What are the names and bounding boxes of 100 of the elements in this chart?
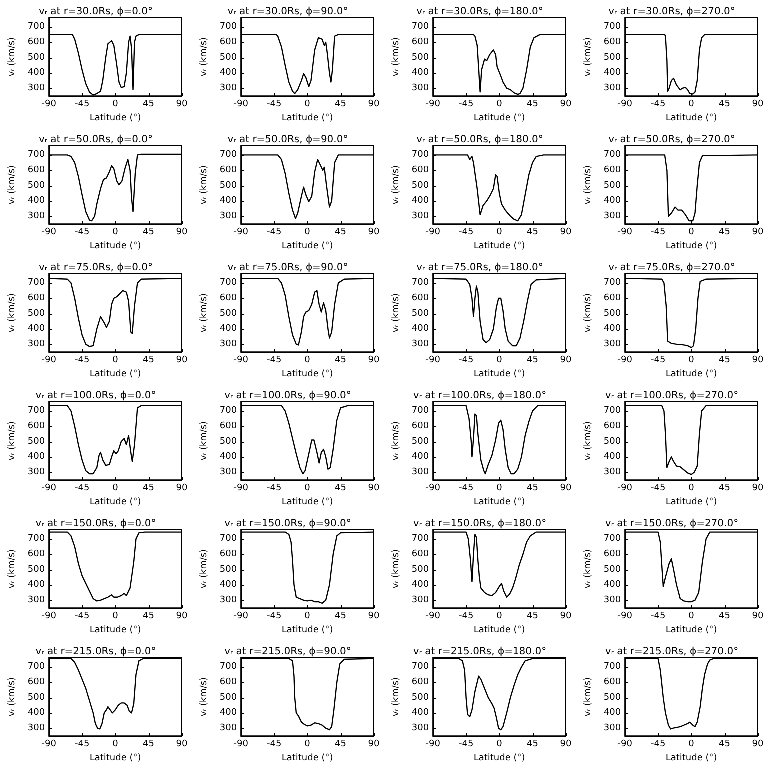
x-tick-label: 0: [304, 100, 311, 110]
x-tick-label: -90: [426, 740, 441, 750]
x-tick-label: -90: [42, 740, 57, 750]
x-tick-label: 90: [176, 100, 188, 110]
x-tick-label: -90: [234, 228, 249, 238]
y-tick-label: 600: [412, 38, 430, 48]
y-tick-label: 300: [412, 467, 430, 478]
chart-title: vᵣ at r=100.0Rs, ϕ=90.0°: [224, 390, 352, 402]
x-tick-label: -90: [426, 484, 441, 494]
x-tick-label: 0: [112, 356, 119, 366]
y-axis-title: vᵣ (km/s): [584, 421, 594, 461]
chart-title: vᵣ at r=50.0Rs, ϕ=180.0°: [416, 134, 544, 146]
y-tick-label: 300: [220, 211, 238, 222]
x-tick-label: 45: [527, 612, 538, 622]
x-tick-label: 90: [752, 484, 764, 494]
x-tick-label: 45: [719, 484, 730, 494]
y-tick-label: 600: [604, 678, 622, 688]
x-tick-label: -90: [618, 228, 633, 238]
x-tick-label: -90: [618, 740, 633, 750]
y-tick-label: 600: [604, 294, 622, 304]
y-axis-title: vᵣ (km/s): [8, 165, 18, 205]
x-tick-label: -90: [234, 484, 249, 494]
x-axis-title: Latitude (°): [282, 242, 334, 252]
chart-title: vᵣ at r=30.0Rs, ϕ=90.0°: [228, 6, 348, 18]
y-tick-label: 500: [28, 180, 46, 191]
x-tick-label: 90: [560, 484, 572, 494]
y-axis-title: vᵣ (km/s): [200, 165, 210, 205]
y-tick-label: 700: [604, 406, 622, 416]
x-axis-title: Latitude (°): [90, 498, 142, 508]
x-tick-label: -45: [650, 740, 666, 750]
y-axis-title: vᵣ (km/s): [584, 165, 594, 205]
y-axis-title: vᵣ (km/s): [8, 421, 18, 461]
x-tick-label: -45: [74, 228, 90, 238]
x-tick-label: 90: [752, 356, 764, 366]
y-tick-label: 500: [28, 692, 46, 703]
y-tick-label: 300: [28, 467, 46, 478]
y-axis-title: vᵣ (km/s): [200, 293, 210, 333]
x-tick-label: -90: [426, 228, 441, 238]
x-axis-title: Latitude (°): [474, 626, 526, 636]
y-tick-label: 700: [220, 662, 238, 672]
x-tick-label: 45: [143, 228, 154, 238]
x-axis-title: Latitude (°): [666, 370, 718, 380]
x-tick-label: 45: [143, 356, 154, 366]
x-tick-label: -90: [426, 100, 441, 110]
x-tick-label: 90: [368, 484, 380, 494]
y-tick-label: 400: [28, 196, 46, 206]
y-axis-title: vᵣ (km/s): [8, 293, 18, 333]
chart-title: vᵣ at r=100.0Rs, ϕ=0.0°: [36, 390, 156, 402]
chart-title: vᵣ at r=50.0Rs, ϕ=90.0°: [228, 134, 348, 146]
x-tick-label: 0: [688, 100, 695, 110]
y-axis-title: vᵣ (km/s): [392, 421, 402, 461]
y-tick-label: 300: [28, 211, 46, 222]
y-axis-title: vᵣ (km/s): [8, 37, 18, 77]
y-tick-label: 400: [28, 452, 46, 462]
x-tick-label: 45: [527, 228, 538, 238]
y-axis-title: vᵣ (km/s): [392, 293, 402, 333]
chart-title: vᵣ at r=150.0Rs, ϕ=90.0°: [224, 518, 352, 530]
y-axis-title: vᵣ (km/s): [200, 677, 210, 717]
x-axis-title: Latitude (°): [282, 114, 334, 124]
y-tick-label: 400: [28, 580, 46, 590]
y-tick-label: 400: [220, 68, 238, 78]
y-tick-label: 300: [220, 595, 238, 606]
y-tick-label: 700: [28, 406, 46, 416]
y-tick-label: 400: [220, 708, 238, 718]
x-tick-label: -90: [234, 356, 249, 366]
chart-title: vᵣ at r=100.0Rs, ϕ=270.0°: [605, 390, 739, 402]
x-tick-label: 0: [304, 612, 311, 622]
x-tick-label: -90: [234, 612, 249, 622]
y-axis-title: vᵣ (km/s): [200, 37, 210, 77]
chart-title: vᵣ at r=75.0Rs, ϕ=180.0°: [416, 262, 544, 274]
x-axis-title: Latitude (°): [282, 498, 334, 508]
x-tick-label: 0: [496, 612, 503, 622]
y-tick-label: 300: [604, 83, 622, 94]
x-tick-label: -45: [650, 612, 666, 622]
x-tick-label: -45: [650, 228, 666, 238]
y-axis-title: vᵣ (km/s): [392, 549, 402, 589]
x-axis-title: Latitude (°): [666, 242, 718, 252]
chart-title: vᵣ at r=30.0Rs, ϕ=180.0°: [416, 6, 544, 18]
y-tick-label: 500: [604, 564, 622, 575]
x-tick-label: 0: [304, 484, 311, 494]
y-tick-label: 700: [604, 278, 622, 288]
y-tick-label: 600: [28, 550, 46, 560]
x-axis-title: Latitude (°): [90, 242, 142, 252]
x-tick-label: -90: [42, 612, 57, 622]
x-tick-label: 90: [560, 356, 572, 366]
y-tick-label: 300: [220, 339, 238, 350]
x-tick-label: 45: [143, 740, 154, 750]
x-tick-label: 0: [496, 484, 503, 494]
x-tick-label: -90: [618, 356, 633, 366]
y-tick-label: 600: [412, 166, 430, 176]
y-tick-label: 700: [412, 406, 430, 416]
x-axis-title: Latitude (°): [474, 370, 526, 380]
x-tick-label: -45: [458, 484, 474, 494]
chart-title: vᵣ at r=150.0Rs, ϕ=0.0°: [36, 518, 156, 530]
x-tick-label: 45: [335, 612, 346, 622]
y-tick-label: 300: [28, 339, 46, 350]
x-tick-label: -45: [458, 740, 474, 750]
y-tick-label: 400: [412, 708, 430, 718]
y-tick-label: 300: [220, 723, 238, 734]
x-tick-label: -45: [266, 612, 282, 622]
